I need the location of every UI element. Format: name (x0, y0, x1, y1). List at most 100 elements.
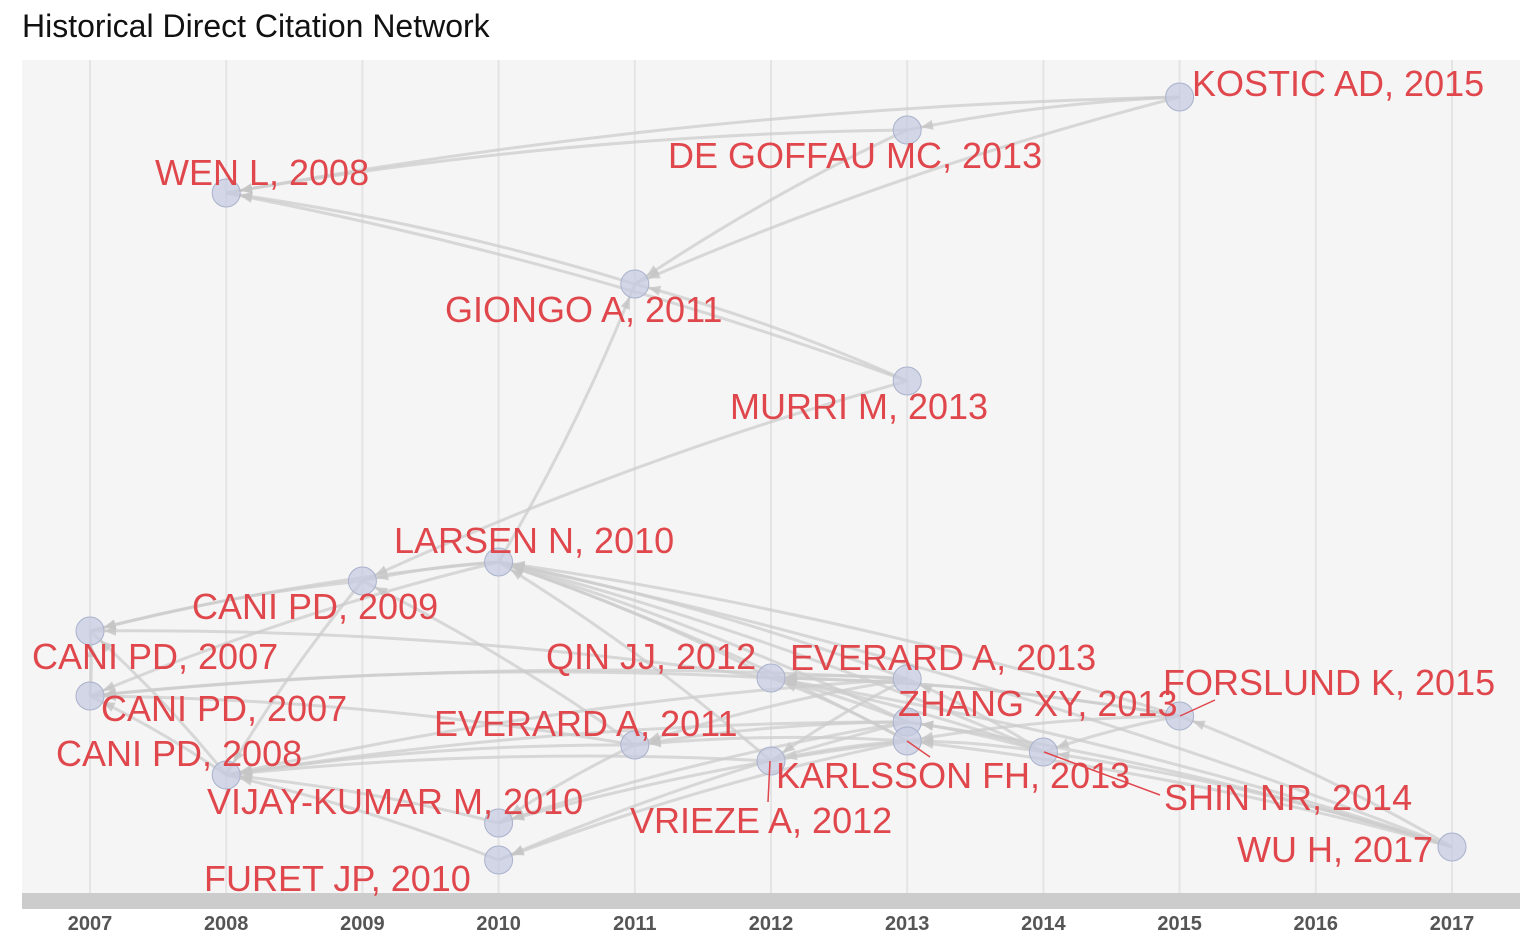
citation-edge (498, 720, 908, 825)
citation-edge (498, 560, 1045, 754)
node-murri[interactable] (892, 366, 922, 396)
citation-edge (770, 676, 1180, 718)
citation-edge (498, 739, 908, 825)
citation-edge (225, 720, 908, 777)
node-qin[interactable] (756, 663, 786, 693)
edge-arrowhead (512, 562, 526, 573)
chart-title: Historical Direct Citation Network (22, 8, 490, 44)
edge-arrowhead (87, 644, 98, 658)
x-axis-ticks: 2007 2008 2009 2010 2011 2012 2013 2014 2015 2016… (68, 913, 1475, 935)
x-tick-label: 2012 (749, 913, 794, 935)
citation-edge (225, 128, 908, 195)
edge-arrowhead (102, 681, 116, 691)
node-label-everard2013: EVERARD A, 2013 (790, 637, 1096, 678)
x-tick-label: 2009 (340, 913, 385, 935)
x-tick-label: 2008 (204, 913, 249, 935)
label-leader-forslund (1179, 699, 1216, 717)
edge-arrowhead (1057, 750, 1070, 761)
node-kostic[interactable] (1165, 82, 1195, 112)
node-larsen[interactable] (484, 547, 514, 577)
x-tick-label: 2016 (1294, 913, 1339, 935)
node-cani2007b[interactable] (75, 681, 105, 711)
citation-edge (89, 668, 908, 698)
citation-edge (634, 95, 1180, 286)
edge-arrowhead (102, 702, 116, 712)
citation-edge (498, 720, 908, 862)
citation-edge (361, 379, 908, 583)
node-wu[interactable] (1437, 832, 1467, 862)
citation-edge (634, 735, 908, 747)
edge-arrowhead (100, 640, 113, 653)
citation-edge (497, 283, 637, 563)
edge-arrowhead (511, 845, 525, 855)
label-leader-vrieze (767, 760, 771, 803)
edge-arrowhead (921, 738, 934, 749)
citation-edge (361, 579, 636, 747)
node-vijay[interactable] (484, 808, 514, 838)
node-label-vrieze: VRIEZE A, 2012 (630, 800, 892, 841)
citation-edge (226, 773, 499, 825)
node-label-cani2008: CANI PD, 2008 (56, 733, 302, 774)
edge-arrowhead (103, 625, 117, 636)
node-wen[interactable] (211, 178, 241, 208)
citation-edge (906, 714, 1180, 743)
edge-arrowhead (648, 737, 662, 748)
node-label-wu: WU H, 2017 (1237, 829, 1433, 870)
node-label-cani2007a: CANI PD, 2007 (32, 636, 278, 677)
label-leader-karlsson (906, 740, 931, 758)
node-everard2013[interactable] (892, 664, 922, 694)
x-tick-label: 2015 (1157, 913, 1202, 935)
node-cani2009[interactable] (347, 566, 377, 596)
citation-edge (89, 629, 772, 680)
citation-edge (89, 560, 499, 633)
citation-edge (634, 282, 908, 383)
node-cani2008[interactable] (211, 760, 241, 790)
edge-arrowhead (784, 677, 798, 688)
node-furet[interactable] (484, 845, 514, 875)
node-vrieze[interactable] (756, 746, 786, 776)
citation-edge (498, 560, 1453, 849)
node-everard2011[interactable] (620, 730, 650, 760)
edge-arrowhead (240, 765, 253, 776)
edge-arrowhead (620, 297, 630, 311)
citation-edge (633, 128, 908, 286)
citation-edge (1179, 714, 1453, 849)
citation-edge (634, 677, 908, 747)
node-label-forslund: FORSLUND K, 2015 (1163, 662, 1495, 703)
x-tick-label: 2011 (613, 913, 656, 935)
edge-arrowhead (512, 811, 525, 821)
citation-edge (225, 773, 500, 862)
edge-arrowhead (510, 569, 524, 580)
citation-edge (89, 694, 636, 747)
edge-arrowhead (921, 720, 934, 731)
citation-edge (497, 560, 772, 763)
node-degoffau[interactable] (892, 115, 922, 145)
node-label-wen: WEN L, 2008 (155, 152, 369, 193)
edge-arrowhead (646, 265, 660, 277)
node-cani2007a[interactable] (75, 616, 105, 646)
edge-arrowhead (920, 684, 934, 694)
node-label-cani2007b: CANI PD, 2007 (101, 688, 347, 729)
citation-edge (225, 95, 1180, 195)
node-label-qin: QIN JJ, 2012 (546, 636, 756, 677)
edge-arrowhead (648, 285, 662, 296)
edge-arrowhead (920, 119, 934, 130)
edge-arrowhead (103, 691, 117, 702)
node-giongo[interactable] (620, 269, 650, 299)
node-shin[interactable] (1028, 737, 1058, 767)
node-label-vijay: VIJAY-KUMAR M, 2010 (207, 781, 583, 822)
edges (87, 95, 1453, 862)
node-label-larsen: LARSEN N, 2010 (394, 520, 674, 561)
edge-arrowhead (1056, 738, 1070, 749)
citation-edge (225, 191, 908, 383)
node-label-karlsson: KARLSSON FH, 2013 (776, 755, 1130, 796)
edge-arrowhead (920, 731, 934, 742)
x-axis-bar (22, 893, 1520, 909)
citation-edge (770, 676, 1453, 849)
node-forslund[interactable] (1165, 701, 1195, 731)
x-tick-label: 2017 (1430, 913, 1475, 935)
node-label-kostic: KOSTIC AD, 2015 (1192, 63, 1484, 104)
nodes (75, 82, 1467, 875)
x-tick-label: 2010 (476, 913, 521, 935)
edge-arrowhead (239, 775, 253, 786)
